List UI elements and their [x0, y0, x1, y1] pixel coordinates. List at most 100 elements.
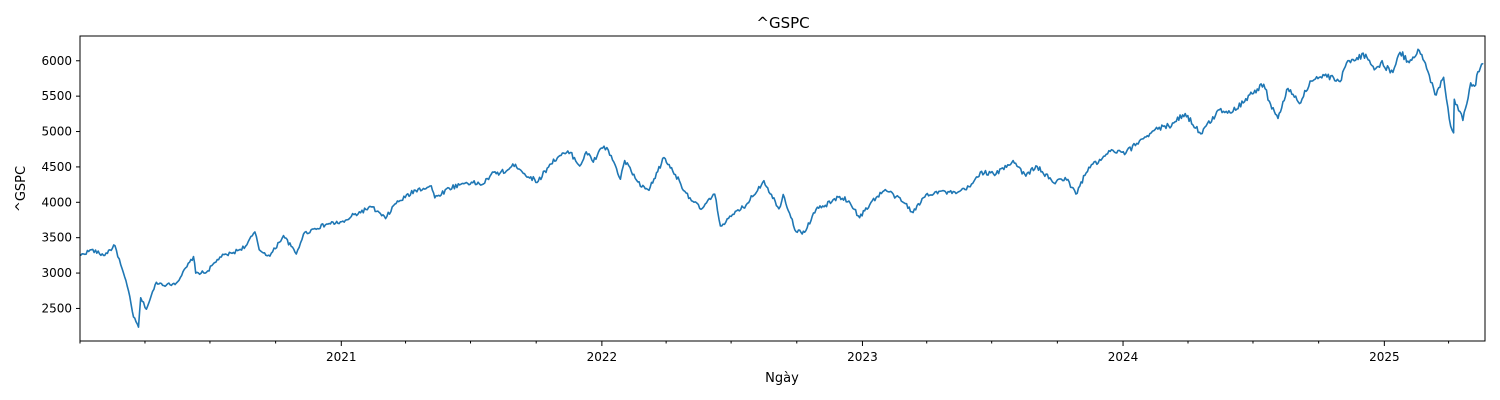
data-point [1339, 81, 1341, 83]
data-point [103, 254, 105, 256]
data-point [719, 225, 722, 227]
data-point [815, 208, 817, 210]
data-point [254, 231, 256, 233]
data-point [1434, 94, 1436, 96]
data-point [314, 227, 316, 230]
data-point [1053, 182, 1055, 184]
data-point [1477, 71, 1479, 73]
data-point [514, 163, 517, 165]
data-point [979, 171, 981, 173]
data-point [1399, 51, 1401, 54]
data-point [859, 217, 861, 219]
data-point [1462, 119, 1464, 121]
data-point [1347, 60, 1349, 62]
data-point [1184, 113, 1186, 115]
data-point [245, 245, 247, 247]
data-point [714, 193, 716, 195]
data-point [127, 290, 130, 292]
data-point [1373, 69, 1375, 71]
data-point [140, 297, 142, 299]
data-point [1154, 128, 1156, 130]
data-point [1088, 166, 1090, 168]
data-point [1453, 98, 1455, 100]
data-point [1218, 109, 1220, 111]
data-point [145, 308, 147, 310]
data-point [1277, 117, 1279, 119]
data-point [192, 256, 195, 258]
data-point [839, 196, 841, 198]
data-point [1418, 50, 1420, 52]
data-point [137, 326, 140, 328]
y-tick-label: 4500 [41, 160, 72, 174]
data-point [430, 185, 432, 187]
data-point [610, 155, 612, 157]
data-point [895, 196, 897, 198]
x-tick-label: 2021 [326, 350, 357, 364]
series-layer [80, 48, 1484, 328]
data-point [328, 222, 330, 225]
data-point [585, 151, 587, 153]
data-point [569, 151, 572, 154]
data-point [1109, 150, 1111, 152]
y-tick-label: 5500 [41, 89, 72, 103]
data-point [537, 180, 539, 182]
data-point [955, 192, 957, 195]
data-point [205, 271, 207, 273]
data-point [1263, 83, 1265, 85]
data-point [282, 235, 285, 237]
data-point [804, 231, 806, 233]
data-point [969, 186, 971, 188]
data-point [527, 176, 529, 178]
data-point [938, 190, 940, 192]
data-point [1407, 60, 1409, 62]
x-tick-label: 2023 [847, 350, 878, 364]
data-point [1245, 98, 1247, 100]
plot-frame [79, 35, 1486, 342]
data-point [1200, 133, 1202, 135]
data-point [619, 178, 622, 180]
data-point [155, 281, 157, 283]
data-point [232, 251, 235, 254]
data-point [1470, 82, 1472, 84]
data-point [1443, 76, 1445, 78]
data-point [114, 245, 116, 247]
data-point [1459, 111, 1461, 113]
data-point [685, 192, 687, 194]
data-point [795, 231, 797, 233]
data-point [1100, 159, 1102, 161]
data-point [394, 203, 396, 205]
data-point [549, 163, 551, 165]
data-point [624, 160, 626, 162]
y-tick-label: 3500 [41, 231, 72, 245]
data-point [782, 193, 784, 196]
data-point [165, 284, 167, 286]
data-point [1482, 63, 1484, 65]
data-point [1125, 152, 1127, 154]
data-point [1287, 87, 1289, 90]
data-point [90, 249, 92, 251]
data-point [1064, 177, 1066, 179]
x-tick-label: 2024 [1108, 350, 1139, 364]
data-point [175, 282, 177, 284]
y-tick-label: 6000 [41, 54, 72, 68]
data-point [778, 208, 780, 210]
y-tick-label: 3000 [41, 266, 72, 280]
chart-title: ^GSPC [756, 14, 809, 32]
data-point [1323, 74, 1325, 77]
data-point [824, 204, 826, 206]
data-point [448, 187, 450, 189]
data-point [1365, 53, 1367, 56]
x-tick-label: 2025 [1369, 350, 1400, 364]
data-point [600, 147, 602, 149]
data-point [1075, 193, 1077, 195]
data-point [912, 211, 914, 214]
data-point [1392, 71, 1394, 73]
data-point [995, 173, 997, 175]
data-point [763, 180, 765, 182]
data-point [1168, 125, 1170, 127]
data-point [1232, 110, 1234, 113]
data-point [370, 206, 372, 208]
data-point [925, 194, 927, 196]
data-point [505, 170, 507, 172]
data-point [195, 272, 197, 274]
